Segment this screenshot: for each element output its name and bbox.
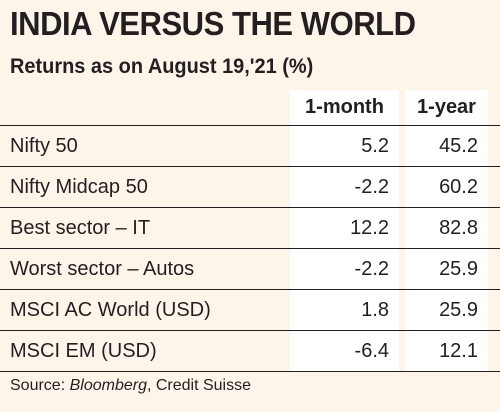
col-1-month-bg xyxy=(290,208,399,248)
source-prefix: Source: xyxy=(10,377,70,394)
col-1-year-bg xyxy=(405,208,488,248)
column-header-1-month: 1-month xyxy=(305,96,384,118)
col-1-year-bg xyxy=(405,290,488,330)
column-header-1-year: 1-year xyxy=(417,96,476,118)
value-1-year: 25.9 xyxy=(439,258,478,280)
chart-subtitle: Returns as on August 19,'21 (%) xyxy=(10,55,314,78)
value-1-month: -2.2 xyxy=(354,258,389,280)
table-row: MSCI EM (USD) -6.4 12.1 xyxy=(0,331,500,372)
col-1-year-bg xyxy=(405,167,488,207)
value-1-year: 12.1 xyxy=(439,340,478,362)
value-1-month: 5.2 xyxy=(361,135,389,157)
value-1-year: 82.8 xyxy=(439,217,478,239)
col-1-month-bg xyxy=(290,249,399,289)
table-row: Worst sector – Autos -2.2 25.9 xyxy=(0,249,500,290)
row-label: Nifty 50 xyxy=(10,135,78,157)
col-1-month-bg xyxy=(290,331,399,371)
table-row: MSCI AC World (USD) 1.8 25.9 xyxy=(0,290,500,331)
row-label: Best sector – IT xyxy=(10,217,151,239)
source-note: Source: Bloomberg, Credit Suisse xyxy=(10,375,251,397)
col-1-month-bg xyxy=(290,90,399,125)
col-1-year-bg xyxy=(405,126,488,166)
col-1-year-bg xyxy=(405,249,488,289)
row-label: Nifty Midcap 50 xyxy=(10,176,148,198)
source-italic: Bloomberg xyxy=(69,377,147,394)
value-1-year: 45.2 xyxy=(439,135,478,157)
table-row: Nifty 50 5.2 45.2 xyxy=(0,126,500,167)
col-1-month-bg xyxy=(290,290,399,330)
table-header: 1-month 1-year xyxy=(0,90,500,126)
col-1-year-bg xyxy=(405,90,488,125)
value-1-year: 60.2 xyxy=(439,176,478,198)
row-label: MSCI AC World (USD) xyxy=(10,299,211,321)
col-1-month-bg xyxy=(290,167,399,207)
source-suffix: , Credit Suisse xyxy=(146,377,252,394)
value-1-month: 12.2 xyxy=(350,217,389,239)
col-1-month-bg xyxy=(290,126,399,166)
chart-title: INDIA VERSUS THE WORLD xyxy=(10,5,416,42)
value-1-month: -2.2 xyxy=(354,176,389,198)
value-1-month: -6.4 xyxy=(354,340,389,362)
table-body: Nifty 50 5.2 45.2 Nifty Midcap 50 -2.2 60.2 Be… xyxy=(0,126,500,372)
table-row: Nifty Midcap 50 -2.2 60.2 xyxy=(0,167,500,208)
value-1-month: 1.8 xyxy=(361,299,389,321)
value-1-year: 25.9 xyxy=(439,299,478,321)
col-1-year-bg xyxy=(405,331,488,371)
row-label: MSCI EM (USD) xyxy=(10,340,157,362)
returns-table: 1-month 1-year Nifty 50 5.2 45.2 Nifty Midc… xyxy=(0,90,500,372)
row-label: Worst sector – Autos xyxy=(10,258,195,280)
table-row: Best sector – IT 12.2 82.8 xyxy=(0,208,500,249)
